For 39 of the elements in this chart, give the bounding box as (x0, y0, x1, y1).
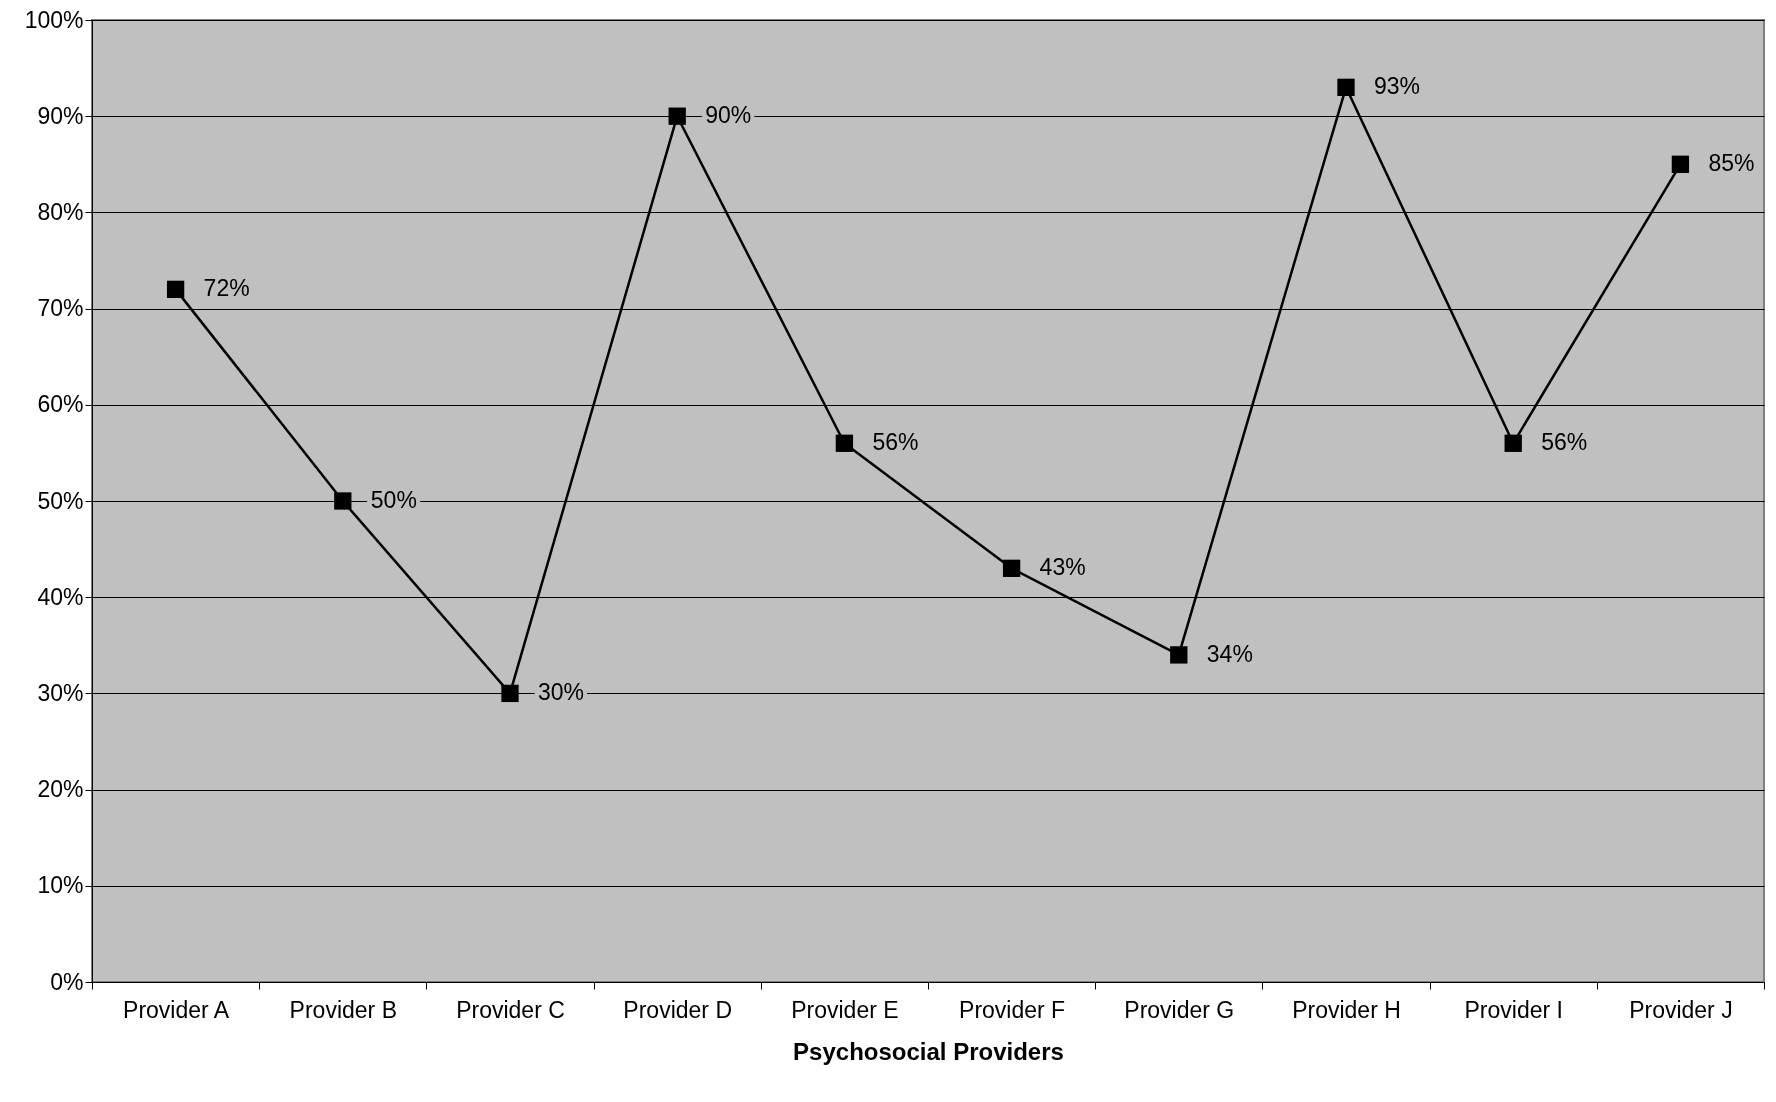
point (1671, 155, 1690, 173)
y-tick-label: 30% (37, 679, 84, 706)
y-tick-label: 0% (50, 968, 84, 995)
point (668, 107, 686, 125)
y-tick-label: 70% (37, 295, 84, 322)
y-tick-label: 10% (37, 872, 84, 899)
x-tick-label: Provider B (289, 996, 397, 1023)
x-tick-label: Provider C (456, 996, 565, 1023)
y-tick-label: 60% (37, 391, 84, 418)
y-tick-label: 20% (37, 776, 84, 803)
data-label: 56% (1541, 429, 1588, 456)
x-tick-label: Provider G (1124, 996, 1235, 1023)
data-label: 85% (1708, 150, 1755, 177)
data-label: 34% (1206, 640, 1253, 667)
point (501, 684, 519, 703)
point (1170, 646, 1188, 664)
point (835, 434, 854, 452)
data-label: 43% (1039, 554, 1086, 581)
x-tick-label: Provider H (1292, 996, 1401, 1023)
point (1504, 434, 1522, 452)
x-tick-label: Provider J (1629, 996, 1733, 1023)
data-label: 72% (203, 275, 250, 302)
y-tick-label: 50% (37, 487, 84, 514)
point (1002, 559, 1021, 577)
y-tick-label: 100% (24, 6, 84, 33)
x-axis-title: Psychosocial Providers (793, 1037, 1064, 1065)
x-tick-label: Provider D (623, 996, 733, 1023)
y-tick-label: 90% (37, 102, 84, 129)
x-tick-label: Provider I (1464, 996, 1563, 1023)
point (334, 492, 352, 510)
point (1337, 78, 1355, 96)
y-tick-label: 40% (37, 583, 84, 610)
x-tick-label: Provider E (791, 996, 899, 1023)
x-tick-label: Provider F (959, 996, 1066, 1023)
data-label: 56% (872, 429, 919, 456)
y-tick-label: 80% (37, 198, 84, 225)
data-label: 93% (1374, 73, 1421, 100)
x-tick-label: Provider A (123, 996, 230, 1023)
point (166, 280, 185, 299)
